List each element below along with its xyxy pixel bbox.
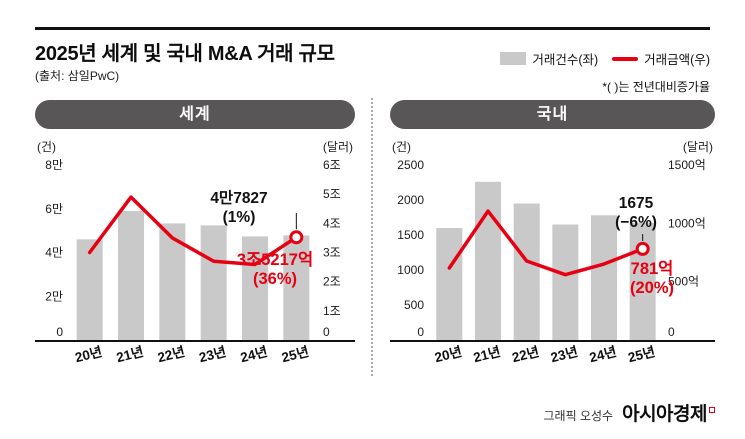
- brand-mark-icon: [709, 406, 715, 413]
- footer: 그래픽 오성수 아시아경제: [544, 399, 715, 426]
- svg-text:20년: 20년: [433, 344, 463, 365]
- svg-text:1500억: 1500억: [668, 158, 706, 172]
- svg-text:4만7827: 4만7827: [210, 189, 267, 207]
- svg-text:(달러): (달러): [323, 140, 353, 154]
- svg-text:4만: 4만: [45, 246, 63, 260]
- svg-text:3조5217억: 3조5217억: [237, 250, 313, 269]
- source-note: (출처: 삼일PwC): [35, 69, 120, 83]
- page-title: 2025년 세계 및 국내 M&A 거래 규모: [35, 43, 335, 65]
- legend-item-deal-count: 거래건수(좌): [500, 49, 598, 68]
- panel-divider: [371, 98, 373, 376]
- svg-text:24년: 24년: [588, 344, 618, 365]
- svg-text:8만: 8만: [45, 158, 63, 172]
- svg-text:3조: 3조: [323, 246, 341, 260]
- svg-text:(−6%): (−6%): [615, 214, 657, 231]
- svg-text:500억: 500억: [668, 275, 699, 289]
- yoy-note: *( )는 전년대비증가율: [602, 80, 710, 94]
- world-chart: (건) (달러) 8만 6만 4만 2만 0 6조 5조 4조 3조 2조 1조 0 20년 21년 22년 23…: [35, 140, 355, 365]
- svg-text:25년: 25년: [626, 344, 656, 365]
- korea-chart: (건) (달러) 2500 2000 1500 1000 500 0 1500억 1000억 500…: [390, 140, 715, 365]
- legend-item-deal-amount: 거래금액(우): [612, 49, 710, 68]
- svg-text:24년: 24년: [239, 344, 269, 365]
- svg-text:2조: 2조: [323, 275, 341, 289]
- svg-text:(36%): (36%): [253, 270, 297, 288]
- svg-text:(1%): (1%): [223, 209, 256, 226]
- svg-text:2000: 2000: [397, 193, 424, 207]
- svg-text:(건): (건): [392, 140, 411, 154]
- legend-bars-label: 거래건수(좌): [532, 53, 599, 67]
- panel-korea-title: 국내: [390, 100, 715, 129]
- svg-text:1675: 1675: [619, 195, 654, 212]
- svg-text:0: 0: [56, 325, 63, 339]
- bar-swatch-icon: [500, 52, 527, 65]
- svg-text:0: 0: [668, 325, 675, 339]
- svg-text:1조: 1조: [323, 304, 341, 318]
- svg-text:(달러): (달러): [683, 140, 713, 154]
- svg-text:22년: 22년: [510, 344, 540, 365]
- svg-text:6조: 6조: [323, 158, 341, 172]
- svg-text:25년: 25년: [280, 344, 310, 365]
- svg-text:21년: 21년: [115, 344, 145, 365]
- line-swatch-icon: [612, 56, 639, 61]
- brand-logo: 아시아경제: [622, 399, 715, 426]
- svg-text:6만: 6만: [45, 202, 63, 216]
- svg-text:23년: 23년: [549, 344, 579, 365]
- top-rule: [35, 27, 710, 30]
- svg-text:2만: 2만: [45, 289, 63, 303]
- svg-text:(건): (건): [37, 140, 56, 154]
- legend: 거래건수(좌) 거래금액(우): [500, 49, 710, 68]
- svg-text:(20%): (20%): [630, 279, 674, 297]
- svg-text:781억: 781억: [631, 259, 674, 278]
- legend-line-label: 거래금액(우): [644, 53, 710, 67]
- svg-text:5조: 5조: [323, 187, 341, 201]
- svg-text:21년: 21년: [472, 344, 502, 365]
- svg-text:23년: 23년: [197, 344, 227, 365]
- svg-text:2500: 2500: [397, 158, 424, 172]
- svg-text:1000억: 1000억: [668, 216, 706, 230]
- svg-text:0: 0: [323, 325, 330, 339]
- svg-text:1000: 1000: [397, 263, 424, 277]
- graphic-credit: 그래픽 오성수: [543, 409, 614, 423]
- svg-text:22년: 22년: [156, 344, 186, 365]
- svg-text:500: 500: [404, 298, 424, 312]
- panel-world-title: 세계: [35, 100, 355, 129]
- svg-text:0: 0: [417, 325, 424, 339]
- brand-name: 아시아경제: [622, 404, 707, 425]
- panel-world: 세계 (건) (달러) 8만 6만 4만 2만 0 6조 5조 4조 3조 2조 1조 0 20년 21년 22…: [35, 100, 355, 387]
- svg-text:20년: 20년: [73, 344, 103, 365]
- svg-text:1500: 1500: [397, 228, 424, 242]
- panel-korea: 국내 (건) (달러) 2500 2000 1500 1000 500 0 1500억 1000억…: [390, 100, 715, 387]
- svg-text:4조: 4조: [323, 216, 341, 230]
